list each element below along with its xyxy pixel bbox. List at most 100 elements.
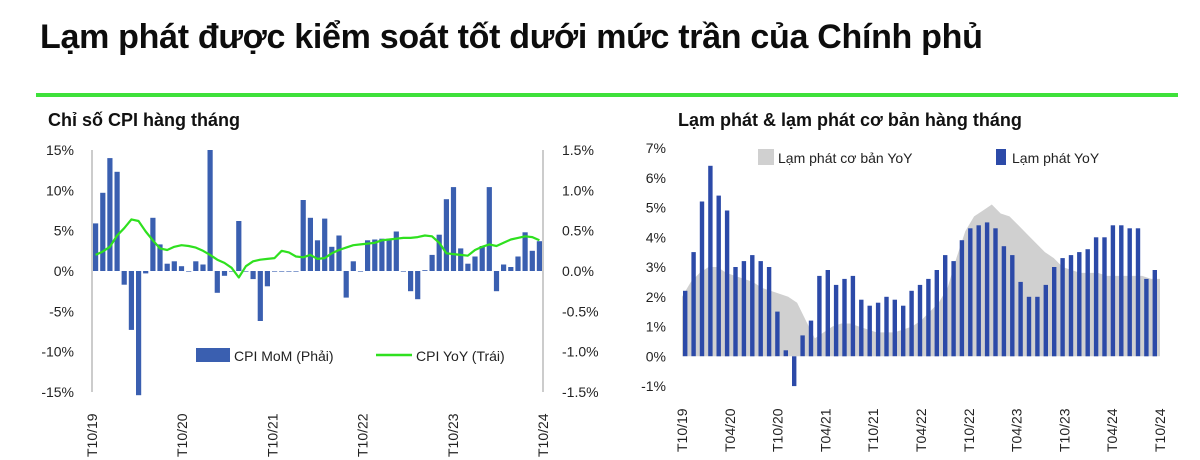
- title-divider: [36, 93, 1178, 97]
- cpi-mom-bar: [429, 254, 435, 271]
- cpi-mom-bar: [214, 271, 220, 293]
- inflation-yoy-bar: [733, 267, 738, 357]
- cpi-mom-bar: [229, 271, 235, 272]
- cpi-mom-bar: [336, 235, 342, 271]
- right-y-tick-label: 1.5%: [562, 142, 594, 158]
- right-y-tick-label: -1.0%: [562, 344, 599, 360]
- cpi-mom-bar: [443, 199, 449, 271]
- legend-label-inflation: Lạm phát YoY: [1012, 150, 1100, 166]
- legend-swatch-core: [758, 149, 774, 165]
- cpi-mom-bar: [329, 246, 335, 271]
- cpi-mom-bar: [386, 238, 392, 271]
- inflation-yoy-bar: [901, 305, 906, 357]
- right-y-tick-label: 1.0%: [562, 182, 594, 198]
- cpi-mom-bar: [128, 271, 134, 330]
- left-y-tick-label: 10%: [46, 182, 74, 198]
- inflation-yoy-bar: [800, 335, 805, 357]
- inflation-yoy-bar: [926, 278, 931, 357]
- right-chart-title: Lạm phát & lạm phát cơ bản hàng tháng: [678, 110, 1022, 130]
- right-y-tick-label: -1.5%: [562, 384, 599, 400]
- inflation-yoy-bar: [683, 290, 688, 357]
- x-tick-label: T10/20: [770, 408, 786, 452]
- inflation-yoy-bar: [724, 210, 730, 357]
- inflation-yoy-bar: [1144, 278, 1149, 357]
- inflation-yoy-bar: [1093, 237, 1099, 357]
- inflation-yoy-bar: [750, 255, 755, 357]
- cpi-mom-bar: [257, 271, 263, 321]
- inflation-yoy-bar: [1135, 228, 1141, 357]
- cpi-mom-bar: [458, 248, 464, 271]
- cpi-mom-bar: [365, 240, 371, 271]
- cpi-mom-bar: [186, 271, 192, 272]
- x-tick-label: T10/24: [1152, 408, 1168, 452]
- cpi-mom-bar: [343, 271, 349, 298]
- inflation-yoy-bar: [1152, 270, 1157, 357]
- inflation-yoy-bar: [943, 255, 948, 357]
- cpi-mom-bar: [100, 192, 106, 271]
- x-tick-label: T10/24: [535, 413, 551, 457]
- inflation-yoy-bar: [1010, 255, 1015, 357]
- cpi-mom-bar: [415, 271, 421, 300]
- inflation-yoy-bar: [699, 201, 705, 357]
- inflation-yoy-bar: [1102, 237, 1107, 357]
- inflation-yoy-bar: [984, 222, 990, 357]
- x-tick-label: T10/21: [264, 413, 280, 457]
- inflation-yoy-bar: [1127, 228, 1132, 357]
- cpi-mom-bar: [472, 256, 478, 271]
- cpi-mom-bar: [372, 239, 378, 271]
- cpi-mom-bar: [307, 217, 313, 271]
- cpi-mom-bar: [171, 261, 177, 271]
- inflation-yoy-bar: [691, 252, 696, 357]
- legend-label-cpi-mom: CPI MoM (Phải): [234, 348, 334, 364]
- cpi-mom-bar: [436, 234, 442, 271]
- inflation-yoy-bar: [1060, 258, 1065, 357]
- x-tick-label: T10/21: [865, 408, 881, 452]
- inflation-yoy-bar: [716, 195, 721, 357]
- core-inflation-area: [682, 204, 1160, 357]
- inflation-yoy-bar: [1077, 252, 1082, 357]
- inflation-yoy-bar: [976, 225, 981, 357]
- cpi-mom-bar: [250, 271, 256, 280]
- legend-swatch-cpi-mom: [196, 348, 230, 362]
- cpi-mom-bar: [465, 263, 471, 271]
- y-tick-label: 4%: [646, 229, 666, 245]
- y-tick-label: 5%: [646, 200, 666, 216]
- x-tick-label: T10/19: [84, 413, 100, 457]
- cpi-monthly-chart: 15% 10% 5% 0% -5% -10% -15% 1.5% 1.0% 0.5% 0.0% -0.…: [41, 142, 599, 457]
- cpi-mom-bar: [479, 246, 485, 271]
- cpi-mom-bar: [279, 271, 285, 272]
- x-tick-label: T04/21: [817, 408, 833, 452]
- left-y-tick-label: 15%: [46, 142, 74, 158]
- cpi-mom-bar: [400, 271, 406, 272]
- y-tick-label: 7%: [646, 140, 666, 156]
- inflation-yoy-bar: [1085, 249, 1090, 357]
- cpi-mom-bar: [393, 231, 399, 271]
- inflation-yoy-bar: [758, 261, 763, 357]
- inflation-yoy-bar: [951, 261, 956, 357]
- inflation-yoy-bar: [825, 270, 830, 357]
- cpi-mom-bar: [322, 218, 328, 271]
- cpi-mom-bar: [178, 266, 185, 271]
- y-tick-label: -1%: [641, 378, 666, 394]
- x-tick-label: T04/24: [1104, 408, 1120, 452]
- inflation-yoy-bar: [867, 305, 872, 357]
- legend-label-core: Lạm phát cơ bản YoY: [778, 150, 913, 166]
- inflation-yoy-bar: [1001, 246, 1007, 357]
- cpi-mom-bar: [357, 271, 364, 272]
- inflation-yoy-bar: [1052, 267, 1057, 357]
- page-title: Lạm phát được kiểm soát tốt dưới mức trầ…: [40, 18, 983, 56]
- cpi-mom-bar: [501, 264, 507, 271]
- y-tick-label: 1%: [646, 319, 666, 335]
- left-chart-title: Chỉ số CPI hàng tháng: [48, 110, 240, 130]
- inflation-yoy-bar: [909, 290, 914, 357]
- cpi-mom-bar: [200, 264, 206, 271]
- inflation-yoy-bar: [808, 320, 814, 357]
- inflation-yoy-bar: [775, 311, 780, 357]
- inflation-yoy-bar: [783, 350, 788, 357]
- cpi-mom-bar: [314, 240, 321, 271]
- inflation-yoy-bar: [993, 228, 998, 357]
- cpi-mom-bar: [157, 244, 163, 271]
- x-tick-label: T04/22: [913, 408, 929, 452]
- cpi-mom-bar: [143, 271, 149, 274]
